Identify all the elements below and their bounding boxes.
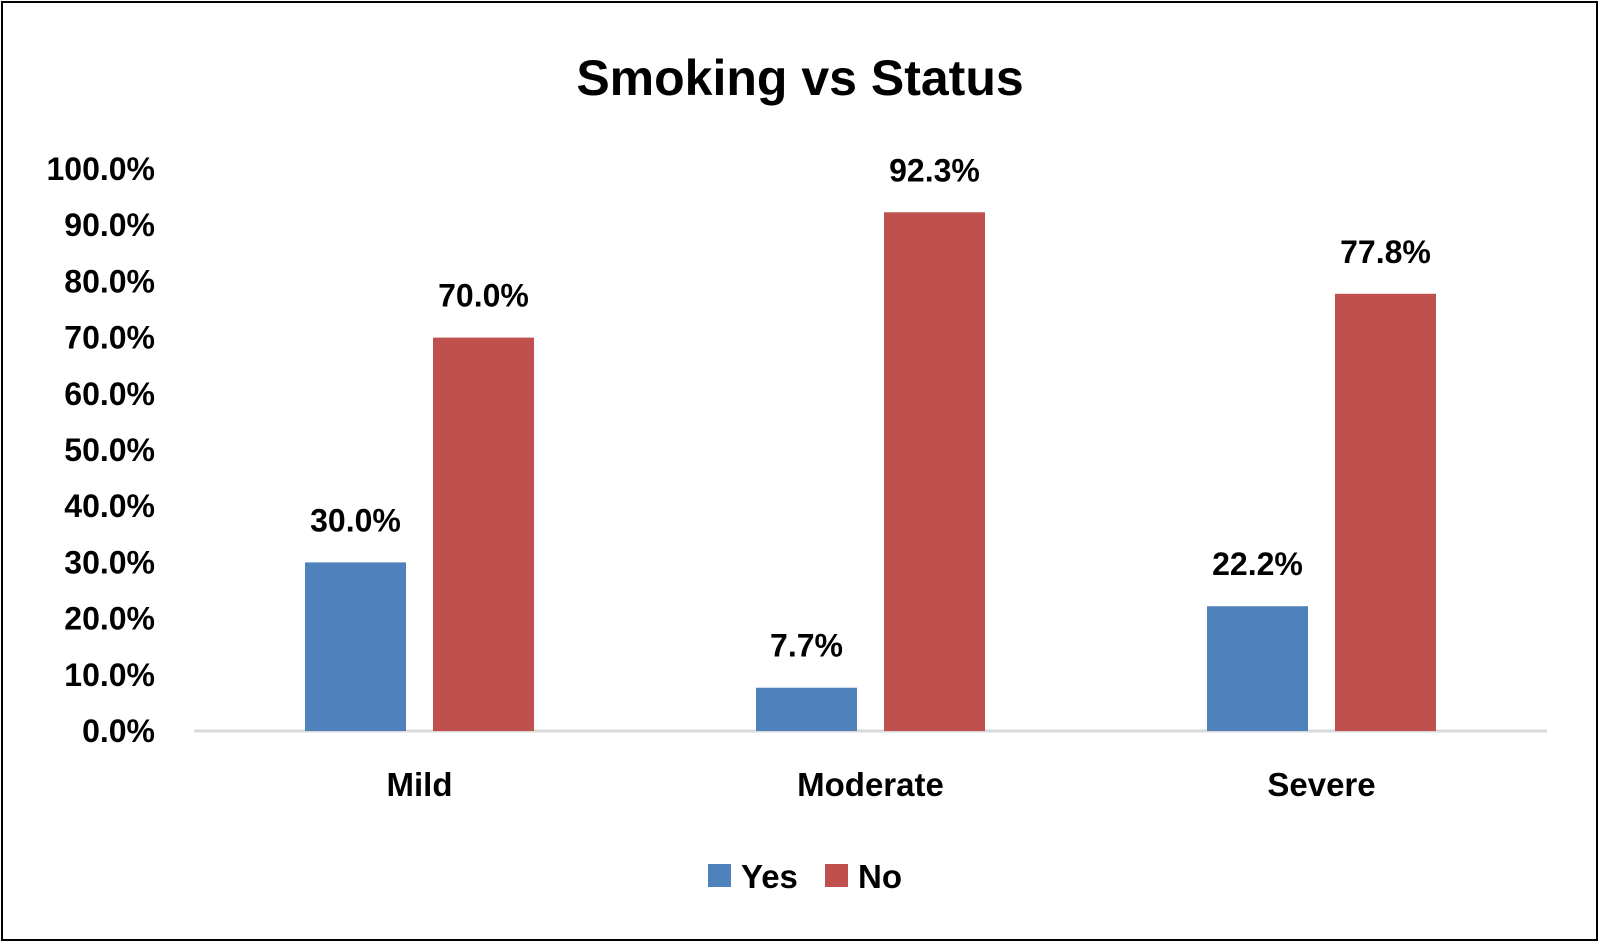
legend: Yes No: [708, 858, 902, 895]
y-tick-label: 10.0%: [64, 657, 155, 693]
y-axis: 0.0% 10.0% 20.0% 30.0% 40.0% 50.0% 60.0% 70.0% 8…: [46, 151, 155, 749]
bar-yes-moderate: [756, 687, 857, 731]
chart-title: Smoking vs Status: [576, 50, 1023, 106]
legend-swatch-yes: [708, 864, 731, 887]
legend-label-no: No: [858, 858, 902, 895]
x-tick-label: Mild: [387, 766, 453, 803]
y-tick-label: 100.0%: [46, 151, 155, 187]
bar-no-mild: [433, 337, 534, 731]
y-tick-label: 80.0%: [64, 263, 155, 299]
y-tick-label: 60.0%: [64, 376, 155, 412]
data-label: 22.2%: [1212, 546, 1303, 582]
data-label: 30.0%: [310, 502, 401, 538]
data-label: 70.0%: [438, 278, 529, 314]
data-label: 77.8%: [1340, 234, 1431, 270]
y-tick-label: 50.0%: [64, 432, 155, 468]
y-tick-label: 90.0%: [64, 207, 155, 243]
bar-no-severe: [1335, 293, 1436, 731]
data-label: 7.7%: [770, 628, 843, 664]
bars: 30.0% 70.0% 7.7% 92.3% 22.2% 77.8%: [305, 152, 1436, 732]
bar-no-moderate: [884, 212, 985, 732]
y-tick-label: 40.0%: [64, 488, 155, 524]
x-tick-label: Moderate: [797, 766, 944, 803]
x-tick-label: Severe: [1267, 766, 1375, 803]
y-tick-label: 70.0%: [64, 320, 155, 356]
bar-yes-severe: [1207, 606, 1308, 731]
legend-label-yes: Yes: [741, 858, 798, 895]
bar-yes-mild: [305, 562, 406, 731]
legend-swatch-no: [825, 864, 848, 887]
y-tick-label: 30.0%: [64, 544, 155, 580]
data-label: 92.3%: [889, 152, 980, 188]
y-tick-label: 20.0%: [64, 601, 155, 637]
y-tick-label: 0.0%: [82, 713, 155, 749]
x-axis: Mild Moderate Severe: [387, 766, 1376, 803]
